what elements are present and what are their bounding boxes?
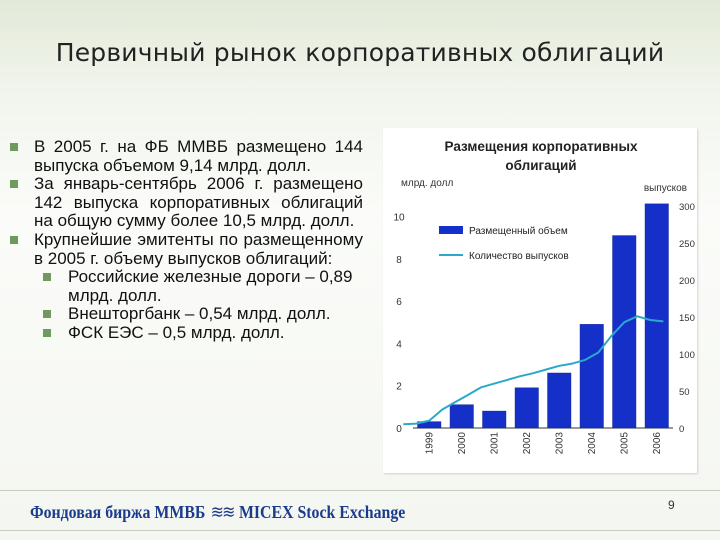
right-axis-label: выпусков <box>644 183 687 194</box>
bullet-list: В 2005 г. на ФБ ММВБ размещено 144 выпус… <box>8 137 363 343</box>
left-tick-label: 6 <box>396 297 402 308</box>
sub-bullet-item: Внешторгбанк – 0,54 млрд. долл. <box>42 305 363 324</box>
right-tick-label: 50 <box>679 387 690 398</box>
legend-label-count: Количество выпусков <box>469 251 569 262</box>
footer-divider <box>0 490 720 491</box>
bullet-item: За январь-сентябрь 2006 г. размещено 142… <box>8 174 363 231</box>
x-tick-label: 2003 <box>554 432 565 455</box>
x-tick-label: 2006 <box>652 432 663 455</box>
page-number: 9 <box>668 498 675 512</box>
legend-label-volume: Размещенный объем <box>469 225 568 237</box>
left-tick-label: 8 <box>396 255 402 266</box>
bullet-item: Крупнейшие эмитенты по размещенному в 20… <box>8 230 363 268</box>
x-tick-label: 2001 <box>489 432 500 455</box>
left-tick-label: 10 <box>393 213 405 224</box>
legend-swatch-volume <box>439 226 463 234</box>
left-axis-label: млрд. долл <box>401 178 453 189</box>
right-tick-label: 250 <box>679 239 695 250</box>
sub-bullet-item: Российские железные дороги – 0,89 млрд. … <box>42 267 363 305</box>
logo-text-ru: Фондовая биржа ММВБ <box>30 502 206 522</box>
bar-2003 <box>547 372 572 429</box>
bond-placement-chart: Размещения корпоративных облигаций млрд.… <box>383 128 697 473</box>
x-tick-label: 2004 <box>587 432 598 455</box>
bar-2005 <box>612 235 637 429</box>
x-tick-label: 2002 <box>522 432 533 455</box>
right-tick-label: 200 <box>679 276 695 287</box>
bullet-item: В 2005 г. на ФБ ММВБ размещено 144 выпус… <box>8 137 363 175</box>
logo-text-en: MICEX Stock Exchange <box>238 502 406 522</box>
left-tick-label: 0 <box>396 424 402 435</box>
bar-2004 <box>579 324 604 429</box>
issues-count-line <box>403 315 664 426</box>
right-tick-label: 100 <box>679 350 695 361</box>
right-tick-label: 0 <box>679 424 684 435</box>
logo-wave-icon: ≋≋ <box>210 502 236 522</box>
left-tick-label: 2 <box>396 382 402 393</box>
chart-title-line2: облигаций <box>505 158 576 173</box>
right-tick-label: 150 <box>679 313 695 324</box>
bar-2006 <box>644 203 669 429</box>
sub-bullet-item: ФСК ЕЭС – 0,5 млрд. долл. <box>42 323 363 343</box>
footer-divider <box>0 530 720 531</box>
bar-1999 <box>417 421 442 429</box>
x-tick-label: 2005 <box>619 432 630 455</box>
chart-svg: Размещения корпоративных облигаций млрд.… <box>393 139 695 455</box>
left-tick-label: 4 <box>396 339 402 350</box>
x-tick-label: 2000 <box>457 432 468 455</box>
right-tick-label: 300 <box>679 202 695 213</box>
chart-title-line1: Размещения корпоративных <box>445 139 638 154</box>
micex-logo: Фондовая биржа ММВБ ≋≋ MICEX Stock Exchang… <box>30 502 405 523</box>
slide-title: Первичный рынок корпоративных облигаций <box>55 38 665 67</box>
bar-2002 <box>514 387 539 429</box>
bar-2001 <box>482 410 507 429</box>
x-tick-label: 1999 <box>424 432 435 455</box>
bar-2000 <box>449 404 474 429</box>
